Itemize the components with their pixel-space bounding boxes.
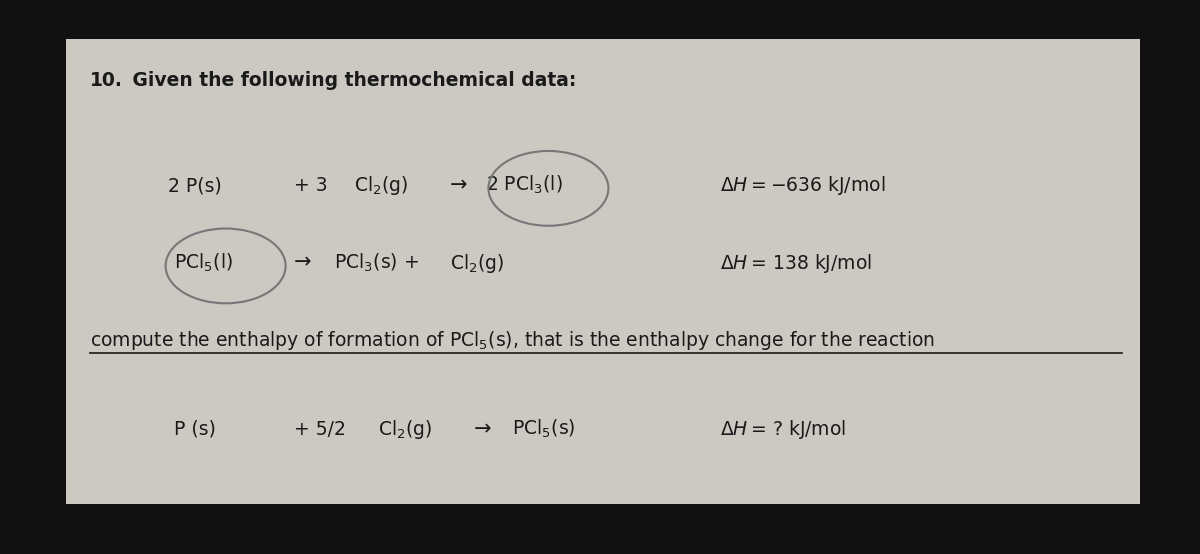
Text: PCl$_3$(s) +: PCl$_3$(s) + <box>334 252 419 274</box>
Text: Cl$_2$(g): Cl$_2$(g) <box>378 418 432 441</box>
FancyBboxPatch shape <box>66 39 1140 504</box>
Text: Cl$_2$(g): Cl$_2$(g) <box>450 252 504 275</box>
Text: $\Delta H$ = −636 kJ/mol: $\Delta H$ = −636 kJ/mol <box>720 174 886 197</box>
Text: PCl$_5$(s): PCl$_5$(s) <box>512 418 576 440</box>
Text: Given the following thermochemical data:: Given the following thermochemical data: <box>126 71 576 90</box>
Text: →: → <box>294 253 312 273</box>
Text: PCl$_5$(l): PCl$_5$(l) <box>174 252 233 274</box>
Text: Cl$_2$(g): Cl$_2$(g) <box>354 174 408 197</box>
Text: 2 PCl$_3$(l): 2 PCl$_3$(l) <box>486 174 563 197</box>
Text: compute the enthalpy of formation of PCl$_5$(s), that is the enthalpy change for: compute the enthalpy of formation of PCl… <box>90 329 935 352</box>
Text: P (s): P (s) <box>174 420 216 439</box>
Text: + 3: + 3 <box>294 176 328 195</box>
Text: 10.: 10. <box>90 71 122 90</box>
Text: 2 P(s): 2 P(s) <box>168 176 222 195</box>
Text: + 5/2: + 5/2 <box>294 420 346 439</box>
Text: →: → <box>450 175 468 195</box>
Text: →: → <box>474 419 492 439</box>
Text: $\Delta H$ = ? kJ/mol: $\Delta H$ = ? kJ/mol <box>720 418 846 441</box>
Text: $\Delta H$ = 138 kJ/mol: $\Delta H$ = 138 kJ/mol <box>720 252 872 275</box>
